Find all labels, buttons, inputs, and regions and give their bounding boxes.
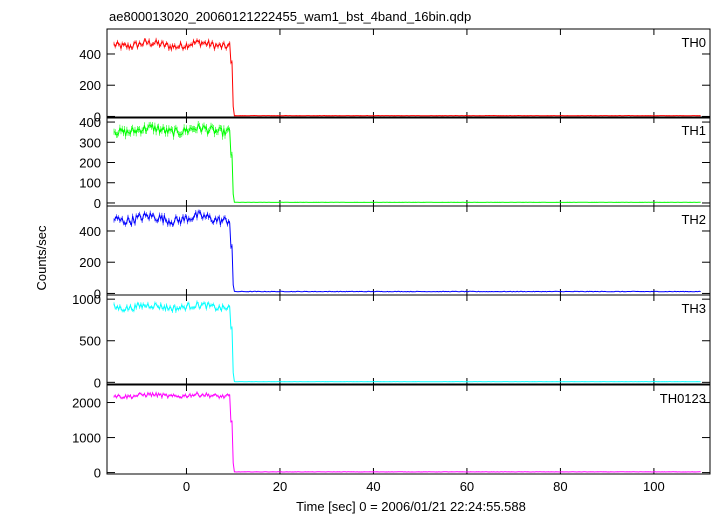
error-bars-th0: [113, 37, 233, 65]
series-line-th0: [113, 37, 701, 117]
x-tick-label: 100: [643, 479, 665, 494]
y-tick-label-th0: 0: [94, 109, 101, 124]
y-tick-label-th3: 0: [94, 375, 101, 390]
y-tick-label-th0123: 1000: [72, 431, 101, 446]
panel-label-th1: TH1: [681, 123, 706, 138]
x-tick-label: 0: [183, 479, 190, 494]
panels-group: 0200400TH00100200300400TH10200400TH20500…: [72, 28, 711, 494]
y-tick-label-th0: 200: [79, 78, 101, 93]
series-line-th2: [113, 210, 701, 293]
panel-frame-th0123: [106, 384, 711, 475]
x-axis-label: Time [sec] 0 = 2006/01/21 22:24:55.588: [296, 499, 526, 514]
x-tick-label: 20: [273, 479, 287, 494]
panel-label-th3: TH3: [681, 301, 706, 316]
y-tick-label-th2: 400: [79, 224, 101, 239]
y-tick-label-th0123: 2000: [72, 396, 101, 411]
series-line-th0123: [113, 391, 701, 473]
panel-label-th0: TH0: [681, 35, 706, 50]
error-bars-th3: [113, 300, 233, 330]
series-line-th1: [113, 122, 701, 203]
y-tick-label-th2: 0: [94, 286, 101, 301]
panel-frame-th2: [106, 205, 711, 296]
y-tick-label-th0: 400: [79, 47, 101, 62]
y-tick-label-th1: 300: [79, 135, 101, 150]
panel-label-th0123: TH0123: [660, 391, 706, 406]
x-tick-label: 40: [366, 479, 380, 494]
y-axis-label: Counts/sec: [34, 225, 49, 291]
x-tick-label: 80: [553, 479, 567, 494]
panel-frame-th3: [106, 294, 711, 385]
y-tick-label-th2: 200: [79, 255, 101, 270]
series-line-th3: [113, 300, 701, 383]
y-tick-label-th1: 100: [79, 176, 101, 191]
y-tick-label-th0123: 0: [94, 466, 101, 481]
y-tick-label-th3: 1000: [72, 292, 101, 307]
error-bars-th1: [113, 121, 233, 158]
y-tick-label-th1: 0: [94, 196, 101, 211]
y-tick-label-th3: 500: [79, 334, 101, 349]
panel-frame-th0: [106, 28, 711, 119]
chart-title: ae800013020_20060121222455_wam1_bst_4ban…: [109, 9, 471, 24]
x-tick-label: 60: [460, 479, 474, 494]
y-tick-label-th1: 200: [79, 156, 101, 171]
error-bars-th2: [113, 209, 233, 249]
y-tick-label-th1: 400: [79, 115, 101, 130]
panel-label-th2: TH2: [681, 212, 706, 227]
